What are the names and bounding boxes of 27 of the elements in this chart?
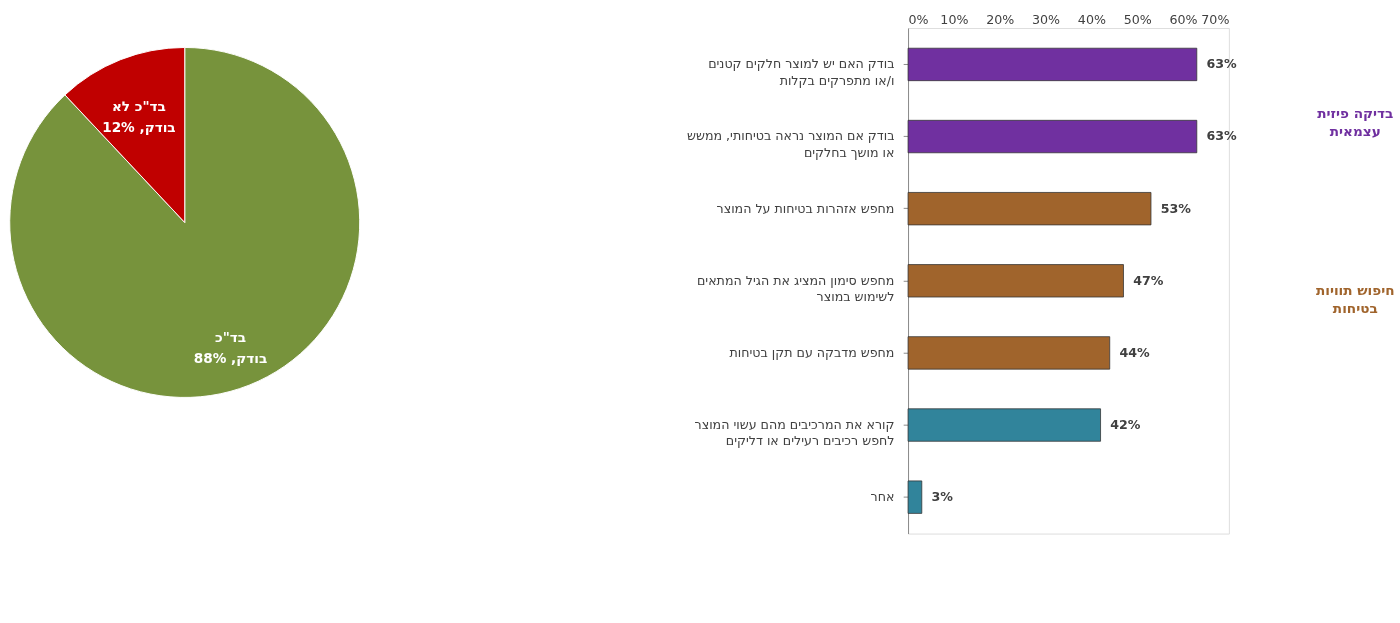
- slice-label: בד"כ בודק, 88%: [193, 329, 268, 367]
- y-tick-label: מחפש סימון המציג את הגיל המתאים לשימוש במוצר: [696, 272, 895, 305]
- x-tick-label: 60%: [1169, 11, 1198, 27]
- y-tick-label: מחפש אזהרות בטיחות על המוצר: [716, 200, 895, 216]
- data-label: 63%: [1206, 56, 1238, 72]
- text: בדיקה פיזית עצמאית: [1317, 104, 1394, 140]
- x-tick-label: 70%: [1201, 11, 1230, 27]
- text: חיפוש תוויות בטיחות: [1315, 281, 1395, 317]
- data-label: 53%: [1160, 200, 1192, 216]
- y-tick-label: מחפש מדבקה עם תקן בטיחות: [729, 344, 895, 360]
- x-tick-label: 40%: [1077, 11, 1106, 27]
- x-tick-label: 50%: [1123, 11, 1152, 27]
- y-tick-label: קורא את המרכיבים מהם עשוי המוצר לחפש רכיבים רעילים או דליקים: [694, 416, 895, 449]
- data-label: 44%: [1119, 344, 1151, 360]
- data-label: 63%: [1206, 128, 1238, 144]
- data-label: 47%: [1133, 272, 1164, 288]
- data-label: 3%: [931, 489, 954, 505]
- x-tick-label: 0%: [908, 11, 929, 27]
- y-tick-label: אחר: [870, 489, 895, 505]
- y-tick-label: בודק אם המוצר נראה בטיחותי, ממשש או מושך בחלקים: [687, 128, 895, 160]
- x-tick-label: 20%: [986, 11, 1015, 27]
- x-tick-label: 10%: [940, 11, 969, 27]
- x-tick-label: 30%: [1032, 11, 1061, 27]
- slice-label: בד"כ לא בודק, 12%: [102, 97, 176, 136]
- data-label: 42%: [1110, 416, 1141, 432]
- y-tick-label: בודק האם יש למוצר חלקים קטנים ו/או מתפרקים בקלות: [708, 56, 895, 88]
- pie-slice: [9, 46, 361, 398]
